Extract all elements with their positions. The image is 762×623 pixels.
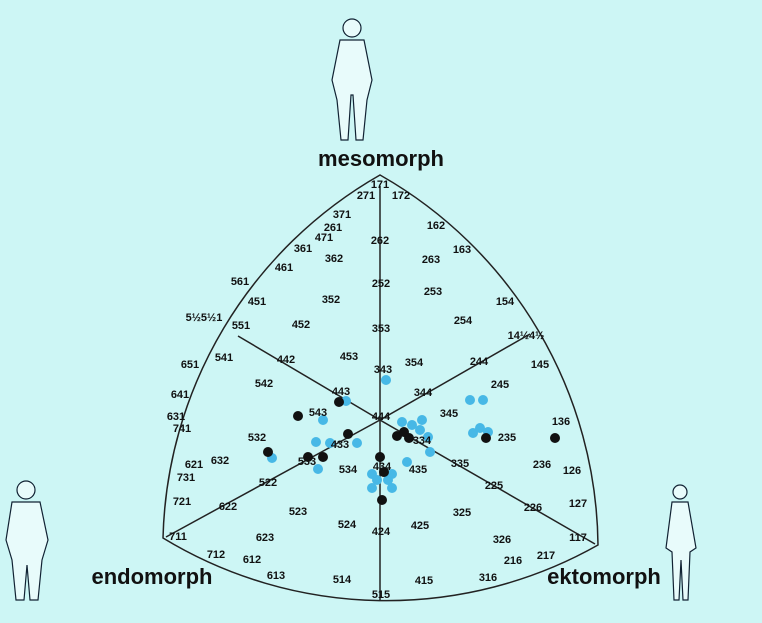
somatotype-code: 216 [504,555,522,567]
somatotype-code: 533 [298,456,316,468]
somatotype-code: 451 [248,296,266,308]
somatotype-title: mesomorph [318,146,444,171]
somatotype-code: 434 [373,461,392,473]
somatotype-code: 515 [372,589,390,601]
somatotype-code: 435 [409,464,427,476]
somatotype-code: 731 [177,472,195,484]
somatotype-code: 236 [533,459,551,471]
somatotype-code: 631 [167,411,185,423]
somatotype-code: 632 [211,455,229,467]
somatotype-code: 334 [413,435,432,447]
somatotype-code: 136 [552,416,570,428]
somatotype-code: 551 [232,320,250,332]
somatochart: mesomorphendomorphektomorph1712711723712… [0,0,762,623]
somatotype-code: 471 [315,232,333,244]
somatotype-code: 442 [277,354,295,366]
somatotype-code: 127 [569,498,587,510]
somatotype-code: 245 [491,379,509,391]
somatotype-code: 741 [173,423,191,435]
somatotype-code: 5½5½1 [186,312,223,324]
somatotype-code: 622 [219,501,237,513]
somatotype-code: 343 [374,364,392,376]
somatotype-code: 163 [453,244,471,256]
page: {"titles": ["mesomorph", "endomorph", "e… [0,0,762,623]
somatotype-code: 453 [340,351,358,363]
somatotype-code: 612 [243,554,261,566]
somatotype-code: 443 [332,386,350,398]
somatotype-code: 522 [259,477,277,489]
somatotype-code: 325 [453,507,471,519]
somatotype-code: 371 [333,209,351,221]
somatotype-code: 145 [531,359,549,371]
somatotype-code: 172 [392,190,410,202]
somatotype-code: 252 [372,278,390,290]
somatotype-code: 226 [524,502,542,514]
somatotype-code: 534 [339,464,358,476]
somatotype-code: 621 [185,459,203,471]
somatotype-code: 425 [411,520,429,532]
somatotype-code: 361 [294,243,312,255]
somatotype-code: 217 [537,550,555,562]
somatotype-code: 14½4½ [508,330,545,342]
somatotype-code: 126 [563,465,581,477]
somatotype-code: 344 [414,387,433,399]
somatotype-code: 352 [322,294,340,306]
somatotype-code: 623 [256,532,274,544]
somatotype-title: ektomorph [547,564,661,589]
somatotype-code: 542 [255,378,273,390]
somatotype-code: 415 [415,575,433,587]
somatotype-code: 354 [405,357,424,369]
somatotype-code: 524 [338,519,357,531]
somatotype-code: 117 [569,532,587,544]
somatotype-code: 452 [292,319,310,331]
somatotype-code: 335 [451,458,469,470]
somatotype-code: 362 [325,253,343,265]
somatotype-code: 541 [215,352,233,364]
somatotype-code: 514 [333,574,352,586]
somatotype-code: 641 [171,389,189,401]
somatotype-code: 444 [372,411,391,423]
somatotype-code: 154 [496,296,515,308]
somatotype-code: 345 [440,408,458,420]
somatotype-code: 712 [207,549,225,561]
somatotype-code: 271 [357,190,375,202]
somatotype-code: 651 [181,359,199,371]
somatotype-code: 235 [498,432,516,444]
somatotype-code: 532 [248,432,266,444]
somatotype-code: 711 [169,531,187,543]
somatotype-title: endomorph [92,564,213,589]
somatotype-code: 461 [275,262,293,274]
somatotype-code: 244 [470,356,489,368]
somatotype-code: 353 [372,323,390,335]
somatotype-code: 253 [424,286,442,298]
somatotype-code: 424 [372,526,391,538]
somatotype-code: 433 [331,439,349,451]
somatotype-code: 561 [231,276,249,288]
somatotype-code: 326 [493,534,511,546]
somatotype-code: 613 [267,570,285,582]
somatotype-code: 262 [371,235,389,247]
somatotype-code: 263 [422,254,440,266]
somatotype-code: 162 [427,220,445,232]
somatotype-code: 254 [454,315,473,327]
somatotype-code: 225 [485,480,503,492]
somatotype-code: 316 [479,572,497,584]
somatotype-code: 721 [173,496,191,508]
somatotype-code: 543 [309,407,327,419]
somatotype-code: 523 [289,506,307,518]
